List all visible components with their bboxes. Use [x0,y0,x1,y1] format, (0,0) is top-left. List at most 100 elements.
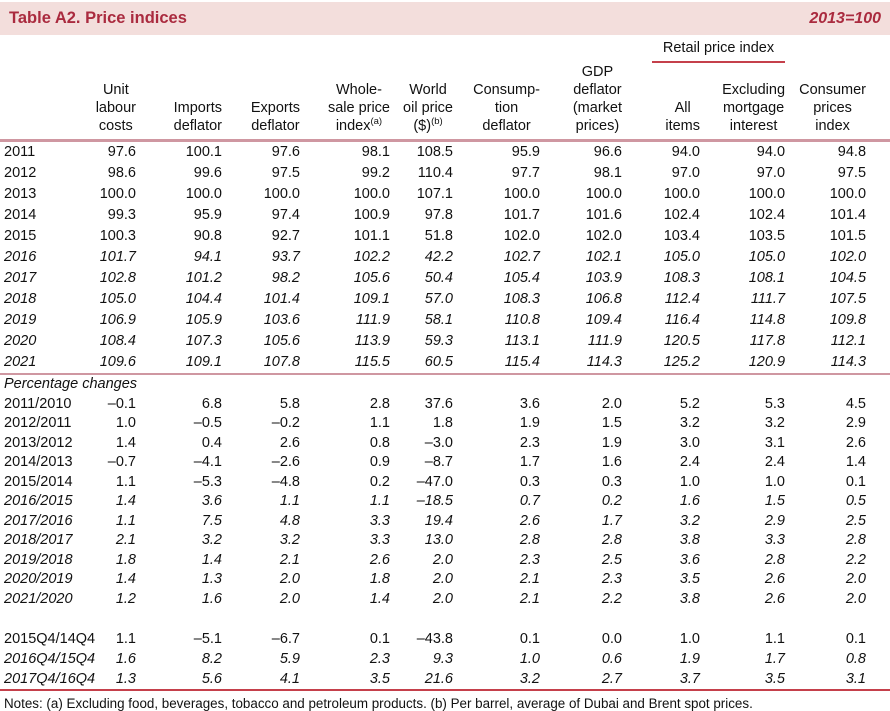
table-row: 2014 99.3 95.9 97.4 100.9 97.8 101.7 101.6 102.4… [0,205,890,226]
value-cell: 2.0 [432,590,453,607]
header-line: World [409,82,447,98]
header-line: Consump- [473,82,540,98]
filler-header [866,63,890,142]
value-cell: 3.2 [679,512,700,529]
value-cell: 1.8 [432,415,453,431]
value-cell: –4.8 [271,473,300,490]
scale-note: 2013=100 [809,9,881,27]
value-cell: 1.7 [601,512,622,529]
value-cell: 109.1 [353,291,390,307]
filler-cell [866,184,890,205]
value-cell: 4.5 [845,395,867,412]
value-cell: 100.0 [263,186,300,202]
row-label: 2012 [4,165,37,181]
title-bar: Table A2. Price indices 2013=100 [0,2,890,35]
value-cell: 97.0 [756,165,786,181]
column-header-imports-deflator: Imports deflator [136,63,222,142]
filler-cell [866,434,890,454]
value-cell: 117.8 [749,333,786,349]
value-cell: 111.7 [750,291,786,307]
value-cell: 1.6 [601,454,622,470]
value-cell: 13.0 [424,532,453,548]
value-cell: 0.5 [845,493,867,509]
value-cell: 1.1 [369,415,390,431]
value-cell: –8.7 [424,454,453,470]
spacer-row [0,609,890,629]
value-cell: 42.2 [424,249,453,265]
value-cell: –6.7 [271,631,300,647]
filler-cell [866,141,890,164]
value-cell: 114.3 [785,352,867,375]
value-cell: 2.8 [369,395,390,412]
value-cell: 0.2 [369,473,390,490]
value-cell: 2.4 [764,454,786,470]
value-cell: 3.6 [519,395,540,412]
value-cell: 50.4 [424,270,453,286]
value-cell: 0.4 [201,434,222,451]
column-header-rpi-all-items: All items [622,63,700,142]
table-row: 2015Q4/14Q4 1.1 –5.1 –6.7 0.1 –43.8 0.1 0.0 1.0 1… [0,629,890,649]
value-cell: 112.4 [664,291,700,307]
value-cell: 3.5 [300,669,390,691]
value-cell: 0.1 [519,631,540,647]
value-cell: 3.2 [279,532,300,548]
value-cell: –43.8 [416,631,453,647]
value-cell: 100.3 [99,228,136,244]
value-cell: 107.5 [829,291,867,307]
value-cell: 2.9 [845,415,867,431]
value-cell: 102.8 [99,270,136,286]
value-cell: 1.6 [679,493,700,509]
filler-cell [866,247,890,268]
value-cell: 1.0 [679,631,700,647]
header-line: index [815,118,850,134]
value-cell: 19.4 [424,512,453,529]
value-cell: 1.1 [115,473,136,490]
value-cell: 2.0 [432,571,453,587]
value-cell: 2.1 [519,590,540,607]
row-label: 2015/2014 [4,473,73,490]
value-cell: 1.4 [845,454,867,470]
table-row: 2017 102.8 101.2 98.2 105.6 50.4 105.4 103.9 108… [0,268,890,289]
value-cell: 2.5 [845,512,867,529]
value-cell: 0.9 [369,454,390,470]
value-cell: 94.1 [193,249,222,265]
filler-cell [866,205,890,226]
value-cell: 102.2 [353,249,390,265]
value-cell: –0.2 [271,415,300,431]
value-cell: 2.6 [519,512,540,529]
header-line: sale price [327,100,390,116]
value-cell: 99.2 [361,165,390,181]
value-cell: 101.7 [99,249,136,265]
value-cell: 95.9 [511,144,540,160]
row-label: 2019 [4,312,37,328]
filler-cell [866,310,890,331]
value-cell: 100.0 [585,186,622,202]
value-cell: 113.9 [354,333,390,349]
row-label: 2016 [4,249,37,265]
value-cell: 97.6 [107,144,136,160]
value-cell: 0.6 [601,651,622,667]
value-cell: 1.8 [369,571,390,587]
value-cell: 2.4 [679,454,700,470]
column-header-rpi-excluding-mortgage-interest: Excluding mortgage interest [700,63,786,142]
value-cell: 2.3 [369,651,390,667]
value-cell: 3.1 [764,434,786,451]
value-cell: 3.1 [785,669,867,691]
value-cell: 105.6 [263,333,300,349]
value-cell: 0.3 [601,473,622,490]
value-cell: 3.2 [764,415,786,431]
value-cell: 100.0 [748,186,786,202]
header-line: costs [98,118,133,134]
filler-cell [866,649,890,669]
value-cell: 98.6 [107,165,136,181]
table-row: 2016Q4/15Q4 1.6 8.2 5.9 2.3 9.3 1.0 0.6 1.9 1.7 0.… [0,649,890,669]
value-cell: 51.8 [424,228,453,244]
header-line: Unit [102,82,129,98]
filler-cell [866,163,890,184]
value-cell: 102.0 [829,249,867,265]
value-cell: 3.8 [679,590,700,607]
value-cell: 95.9 [193,207,222,223]
header-line: deflator [251,118,300,134]
value-cell: 97.6 [271,144,300,160]
value-cell: 92.7 [271,228,300,244]
